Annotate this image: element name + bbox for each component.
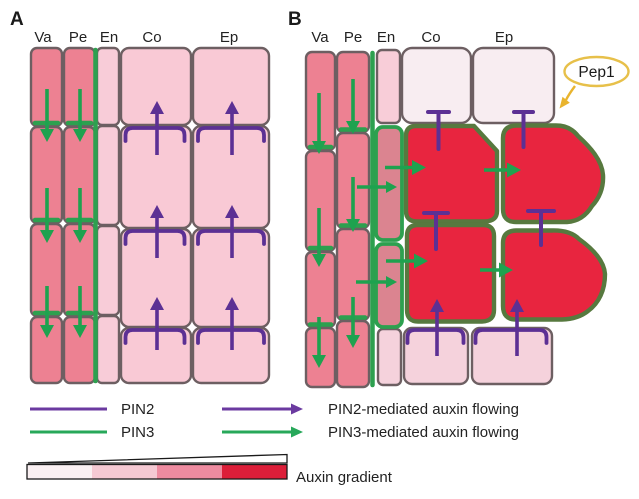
svg-text:En: En: [100, 29, 118, 46]
svg-text:Co: Co: [421, 29, 440, 46]
svg-text:Pe: Pe: [344, 29, 362, 46]
svg-text:Co: Co: [142, 29, 161, 46]
svg-text:Va: Va: [311, 29, 329, 46]
svg-text:PIN3: PIN3: [121, 424, 154, 441]
svg-text:Auxin gradient: Auxin gradient: [296, 469, 393, 486]
svg-text:PIN2: PIN2: [121, 401, 154, 418]
svg-text:Ep: Ep: [220, 29, 238, 46]
svg-text:B: B: [288, 9, 302, 30]
svg-text:Pe: Pe: [69, 29, 87, 46]
svg-text:PIN3-mediated auxin flowing: PIN3-mediated auxin flowing: [328, 424, 519, 441]
svg-text:PIN2-mediated auxin flowing: PIN2-mediated auxin flowing: [328, 401, 519, 418]
svg-text:A: A: [10, 9, 24, 30]
svg-text:Ep: Ep: [495, 29, 513, 46]
svg-text:Va: Va: [34, 29, 52, 46]
svg-text:Pep1: Pep1: [578, 64, 614, 81]
svg-text:En: En: [377, 29, 395, 46]
